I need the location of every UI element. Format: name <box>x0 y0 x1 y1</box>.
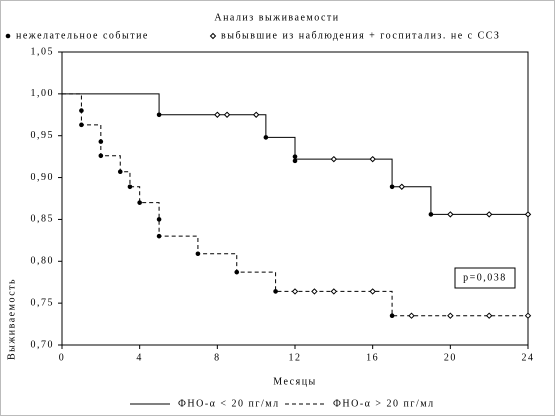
censored-marker <box>447 312 454 319</box>
censored-marker <box>330 288 338 295</box>
y-axis-label: Выживаемость <box>6 278 17 360</box>
x-tick-label: 4 <box>136 352 143 363</box>
y-tick-label: 0,95 <box>31 130 55 141</box>
censored-marker <box>524 211 532 218</box>
y-tick-label: 0,85 <box>31 214 55 225</box>
y-tick-label: 1,00 <box>31 88 55 99</box>
event-marker <box>137 200 142 205</box>
event-marker <box>98 139 104 144</box>
event-marker <box>292 158 298 164</box>
y-tick-label: 1,05 <box>31 46 55 57</box>
x-tick-label: 0 <box>59 352 66 363</box>
x-tick-label: 8 <box>214 352 221 363</box>
censored-marker <box>369 155 376 163</box>
legend-label: выбывшие из наблюдения + госпитализ. не … <box>221 30 500 41</box>
event-marker <box>234 269 240 275</box>
annotation-box <box>454 267 516 289</box>
event-marker <box>156 217 162 222</box>
censored-marker <box>485 211 493 218</box>
event-marker <box>127 184 133 190</box>
x-tick-label: 16 <box>366 352 379 363</box>
event-marker <box>195 251 201 257</box>
x-tick-label: 24 <box>522 352 535 363</box>
x-tick-label: 12 <box>289 352 302 363</box>
censored-marker <box>252 111 260 118</box>
event-marker <box>273 289 278 294</box>
event-marker <box>79 122 84 128</box>
event-marker <box>389 313 395 319</box>
x-tick-label: 20 <box>444 352 457 363</box>
event-marker <box>263 135 269 140</box>
censored-marker <box>408 312 415 319</box>
censored-marker <box>223 111 231 118</box>
annotation: p=0,038 <box>463 272 507 283</box>
y-tick-label: 0,90 <box>31 172 55 183</box>
censored-marker <box>398 183 405 190</box>
event-marker <box>98 153 104 159</box>
event-marker <box>156 112 162 118</box>
censored-marker <box>485 312 493 319</box>
legend-label: ФНО-α < 20 пг/мл <box>178 398 280 409</box>
y-tick-label: 0,75 <box>31 297 55 308</box>
censored-marker <box>369 288 376 295</box>
event-marker <box>156 233 162 239</box>
legend-event-marker <box>5 33 11 39</box>
event-marker <box>292 154 298 159</box>
censored-marker <box>311 288 318 295</box>
legend-label: ФНО-α > 20 пг/мл <box>333 398 435 409</box>
legend-label: нежелательное событие <box>16 30 149 41</box>
y-tick-label: 0,80 <box>31 256 55 267</box>
censored-marker <box>291 288 299 295</box>
censored-marker <box>330 155 338 163</box>
censored-marker <box>214 111 221 118</box>
event-marker <box>389 184 395 190</box>
survival-curve <box>62 93 528 215</box>
event-marker <box>428 212 434 217</box>
censored-marker <box>447 211 454 218</box>
legend-censored-marker <box>209 32 217 40</box>
chart-title: Анализ выживаемости <box>214 12 339 23</box>
event-marker <box>79 108 84 113</box>
event-marker <box>117 169 123 175</box>
x-axis-label: Месяцы <box>273 376 317 387</box>
y-tick-label: 0,70 <box>31 339 55 350</box>
censored-marker <box>524 312 532 319</box>
